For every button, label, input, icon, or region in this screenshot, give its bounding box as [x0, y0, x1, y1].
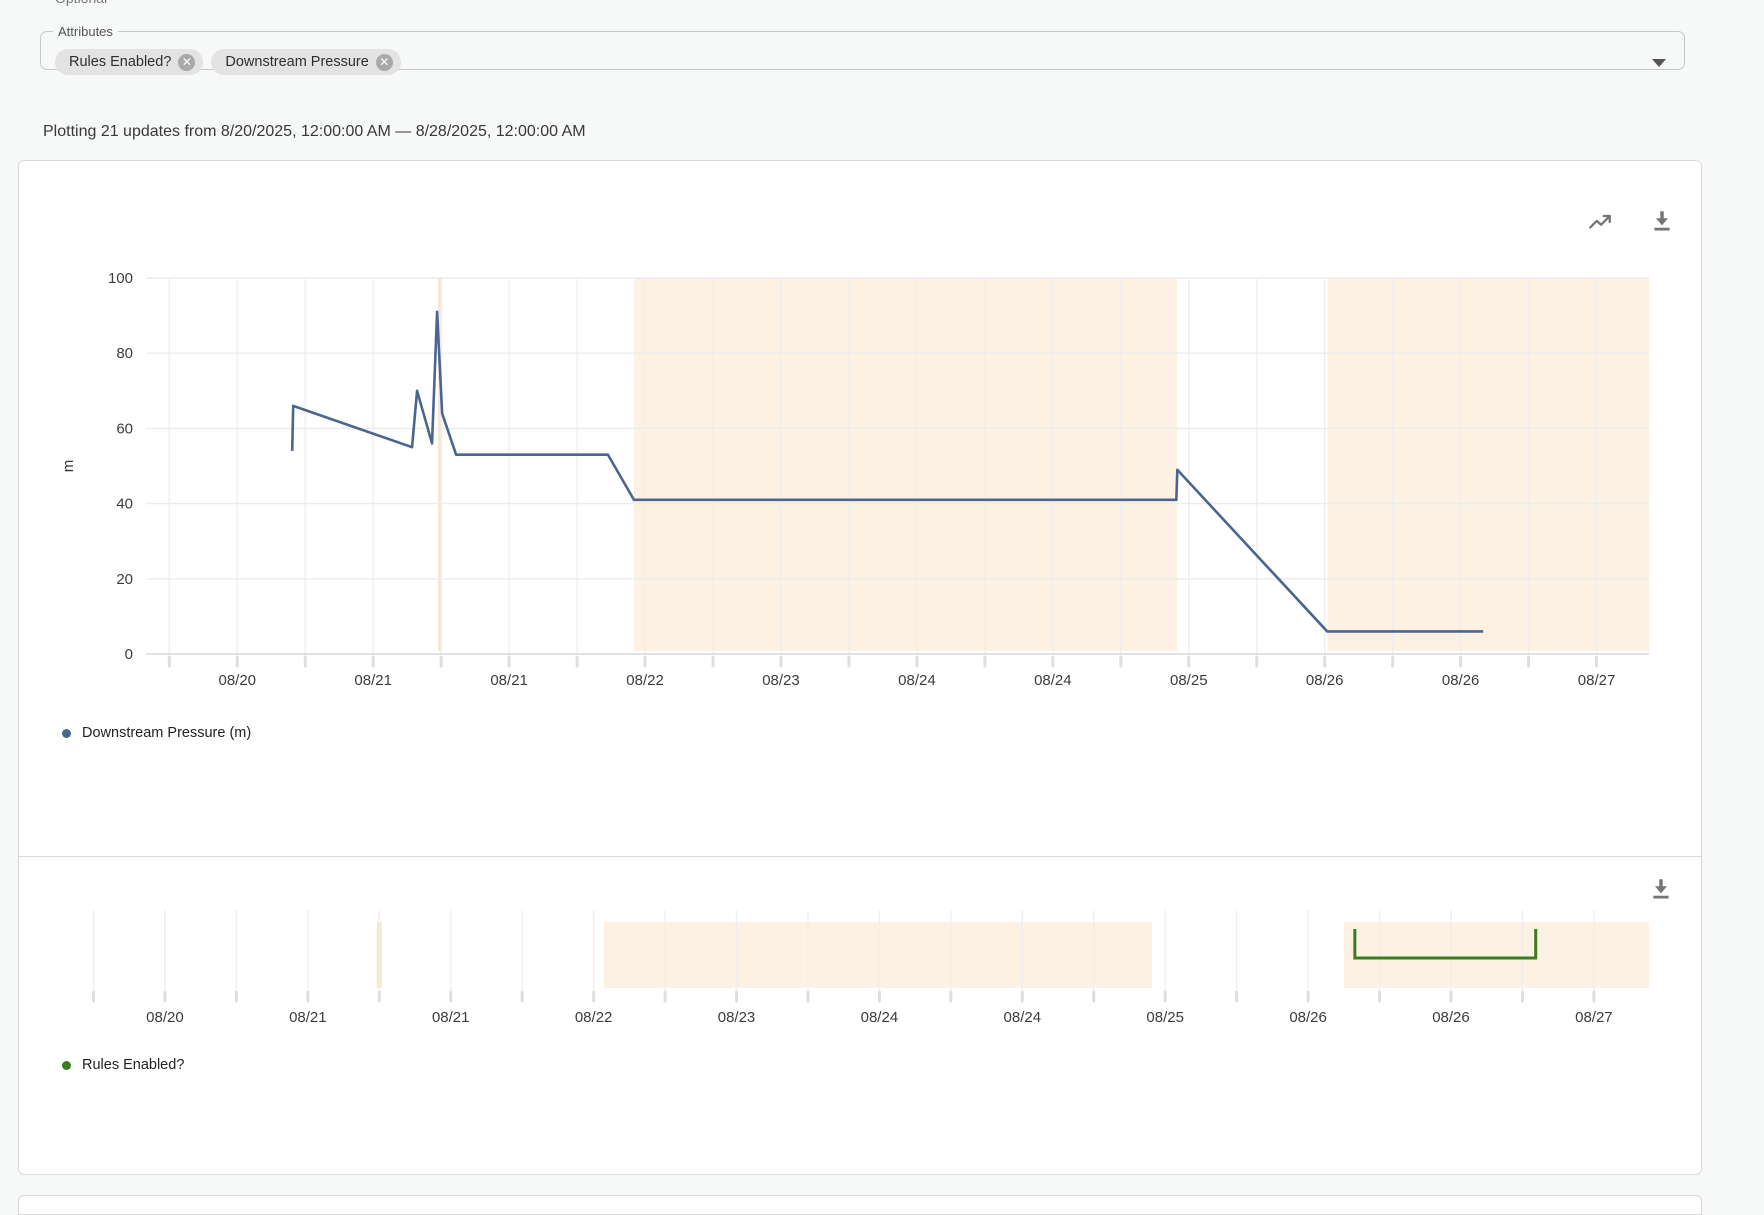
highlight-band	[603, 922, 1153, 988]
chip-remove-icon[interactable]: ✕	[375, 53, 393, 71]
highlight-band	[438, 278, 443, 651]
x-tick-label: 08/21	[490, 672, 528, 689]
x-tick-label: 08/21	[432, 1009, 470, 1026]
legend-rules-enabled: Rules Enabled?	[62, 1057, 184, 1073]
x-tick-label: 08/26	[1442, 672, 1480, 689]
x-tick-label: 08/24	[898, 672, 936, 689]
x-tick-label: 08/24	[1034, 672, 1072, 689]
download-icon[interactable]	[1648, 876, 1674, 902]
trend-line-icon[interactable]	[1587, 209, 1613, 235]
rules-chart-canvas[interactable]: 08/20 08/21 08/21 08/22 08/23 08/24 08/24 08/25…	[19, 857, 1701, 1175]
chip-label: Rules Enabled?	[69, 54, 172, 70]
y-tick-label: 40	[116, 496, 133, 513]
x-tick-label: 08/24	[861, 1009, 899, 1026]
x-tick-label: 08/23	[762, 672, 800, 689]
pressure-chart-canvas[interactable]: 08/20 08/21 08/21 08/22 08/23 08/24 08/24 08/25…	[19, 161, 1701, 855]
y-tick-label: 0	[125, 646, 133, 663]
highlight-band	[1344, 922, 1649, 988]
x-tick-label: 08/27	[1575, 1009, 1613, 1026]
x-tick-label: 08/26	[1306, 672, 1344, 689]
attributes-field-label: Attributes	[58, 24, 113, 39]
legend-label: Rules Enabled?	[82, 1057, 185, 1073]
x-tick-label: 08/27	[1578, 672, 1616, 689]
x-tick-label: 08/20	[146, 1009, 184, 1026]
legend-dot-blue	[62, 728, 71, 738]
y-tick-label: 60	[116, 420, 133, 437]
caret-down-icon[interactable]	[1652, 59, 1666, 67]
x-tick-label: 08/21	[289, 1009, 327, 1026]
y-tick-label: 20	[116, 571, 133, 588]
x-tick-label: 08/26	[1289, 1009, 1327, 1026]
y-tick-label: 80	[116, 345, 133, 362]
download-icon[interactable]	[1649, 208, 1675, 234]
x-tick-label: 08/22	[626, 672, 664, 689]
x-tick-label: 08/21	[354, 672, 392, 689]
pressure-series-line	[290, 310, 1484, 633]
x-tick-label: 08/20	[218, 672, 256, 689]
legend-downstream-pressure: Downstream Pressure (m)	[62, 725, 251, 741]
x-tick-label: 08/26	[1432, 1009, 1470, 1026]
highlight-band	[633, 278, 1178, 651]
chip-rules-enabled: Rules Enabled? ✕	[55, 49, 204, 75]
chip-remove-icon[interactable]: ✕	[178, 53, 196, 71]
x-tick-label: 08/25	[1146, 1009, 1184, 1026]
chip-downstream-pressure: Downstream Pressure ✕	[211, 49, 401, 75]
x-tick-label: 08/24	[1004, 1009, 1042, 1026]
section-divider	[19, 856, 1701, 857]
highlight-band	[1327, 278, 1649, 651]
plot-summary-text: Plotting 21 updates from 8/20/2025, 12:0…	[43, 123, 586, 140]
x-tick-label: 08/25	[1170, 672, 1208, 689]
legend-label: Downstream Pressure (m)	[82, 725, 252, 741]
x-tick-label: 08/22	[575, 1009, 613, 1026]
rules-enabled-segment	[1353, 929, 1538, 960]
chip-label: Downstream Pressure	[225, 54, 369, 70]
legend-dot-green	[62, 1060, 71, 1070]
next-card-edge	[18, 1195, 1702, 1215]
attributes-chips: Rules Enabled? ✕ Downstream Pressure ✕	[55, 49, 401, 75]
optional-label: Optional	[55, 0, 107, 6]
x-tick-label: 08/23	[718, 1009, 756, 1026]
attributes-field[interactable]: Attributes Rules Enabled? ✕ Downstream P…	[40, 24, 1685, 75]
y-axis-title: m	[60, 460, 77, 473]
y-tick-label: 100	[108, 270, 133, 287]
chart-card: 08/20 08/21 08/21 08/22 08/23 08/24 08/24 08/25…	[18, 160, 1702, 1175]
